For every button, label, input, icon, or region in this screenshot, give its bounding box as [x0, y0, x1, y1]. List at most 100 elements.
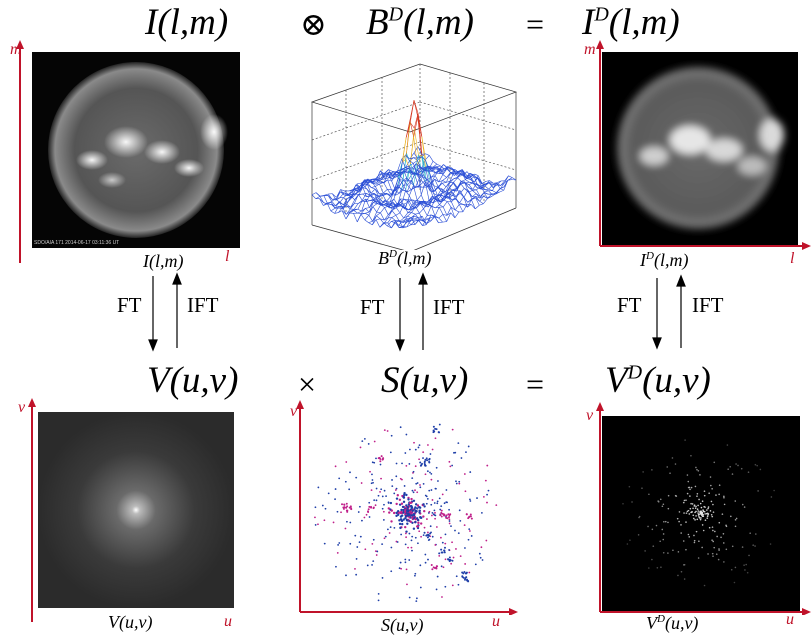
sampled-point [734, 500, 737, 502]
uv-point [398, 522, 402, 526]
uv-point [434, 427, 437, 430]
uv-point [407, 546, 409, 549]
mesh-line [408, 168, 413, 175]
mesh-line [357, 201, 363, 210]
uv-point [431, 568, 434, 571]
uv-point [404, 514, 408, 518]
mesh-line [408, 165, 414, 174]
uv-point [434, 437, 437, 440]
mesh-line [418, 182, 424, 187]
sampled-point [741, 546, 744, 548]
mesh-line [468, 182, 474, 185]
mesh-line [371, 187, 376, 190]
uv-point [357, 511, 360, 513]
uv-point [381, 495, 384, 498]
mesh-line [386, 203, 390, 205]
uv-point [486, 464, 489, 467]
l-axis-arrowhead [802, 242, 811, 250]
mesh-line [360, 214, 366, 221]
uv-point [434, 517, 436, 520]
mesh-line [387, 210, 393, 219]
mesh-line [391, 221, 396, 224]
sampled-point [680, 532, 682, 534]
uv-point [469, 515, 472, 518]
eq-top-convolution-operator: ⊗ [300, 6, 327, 42]
mesh-line [483, 195, 488, 199]
mesh-line [383, 192, 388, 195]
top-right-m-label: m [584, 41, 596, 58]
mesh-line [365, 208, 370, 213]
mesh-line [399, 174, 404, 181]
uv-point [427, 539, 430, 542]
caption-top-right: ID(l,m) [640, 251, 688, 270]
mesh-line [492, 182, 497, 186]
mesh-line [398, 180, 403, 188]
uv-point [383, 537, 386, 540]
uv-point [363, 516, 366, 519]
mesh-line [388, 210, 393, 216]
mesh-line [409, 122, 415, 129]
uv-point [383, 429, 386, 432]
caption-top-left: I(l,m) [143, 251, 184, 271]
mesh-line [412, 207, 417, 209]
mesh-line [387, 179, 392, 182]
sampled-point [754, 545, 756, 547]
mesh-line [423, 208, 428, 216]
mesh-line [369, 202, 374, 208]
mesh-line [356, 185, 361, 190]
mesh-line [364, 211, 370, 214]
mesh-line [461, 182, 465, 185]
uv-point [375, 499, 378, 502]
uv-point [437, 431, 440, 434]
sampled-point [711, 526, 714, 528]
mesh-line [407, 184, 412, 190]
mesh-line [485, 180, 490, 182]
mesh-line [411, 180, 416, 188]
sampled-point [703, 494, 706, 497]
uv-point [368, 505, 371, 508]
uv-point [404, 508, 407, 512]
sampled-point [680, 524, 682, 526]
mesh-line [465, 182, 470, 185]
mesh-line [401, 167, 406, 170]
bottom-middle-u-label: u [492, 613, 500, 630]
sampled-point [667, 552, 669, 554]
mesh-line [497, 180, 502, 183]
mesh-line [483, 192, 489, 199]
mesh-line [442, 182, 447, 184]
mesh-line [416, 173, 421, 176]
mesh-line [461, 179, 466, 182]
mesh-line [330, 208, 336, 212]
uv-point [426, 497, 429, 500]
uv-point [332, 521, 335, 524]
mesh-line [417, 116, 422, 156]
mesh-line [448, 193, 453, 196]
mesh-line [384, 217, 389, 221]
caption-top-middle-base: B [378, 248, 389, 268]
uv-point [441, 512, 444, 515]
sampled-point [662, 503, 665, 506]
sampled-point [706, 517, 709, 519]
mesh-line [453, 177, 458, 179]
uv-point [408, 448, 411, 451]
mesh-line [413, 157, 418, 161]
uv-point [373, 499, 376, 502]
active-region [104, 126, 148, 158]
uv-point [465, 576, 468, 579]
uv-point [467, 445, 470, 448]
eq-top-right: ID(l,m) [582, 4, 680, 41]
caption-bottom-right-args: (u,v) [664, 613, 699, 633]
sampled-point [733, 581, 736, 584]
mesh-line [463, 189, 469, 198]
mesh-line [426, 185, 431, 188]
uv-point [416, 491, 419, 494]
mesh-line [387, 173, 392, 182]
mesh-line [376, 178, 381, 183]
mesh-line [439, 169, 444, 174]
uv-point [372, 560, 375, 563]
sampled-point [685, 512, 688, 514]
mesh-line [364, 182, 369, 187]
mesh-line [432, 197, 438, 201]
sampled-point [695, 515, 697, 517]
mesh-line [379, 192, 384, 194]
